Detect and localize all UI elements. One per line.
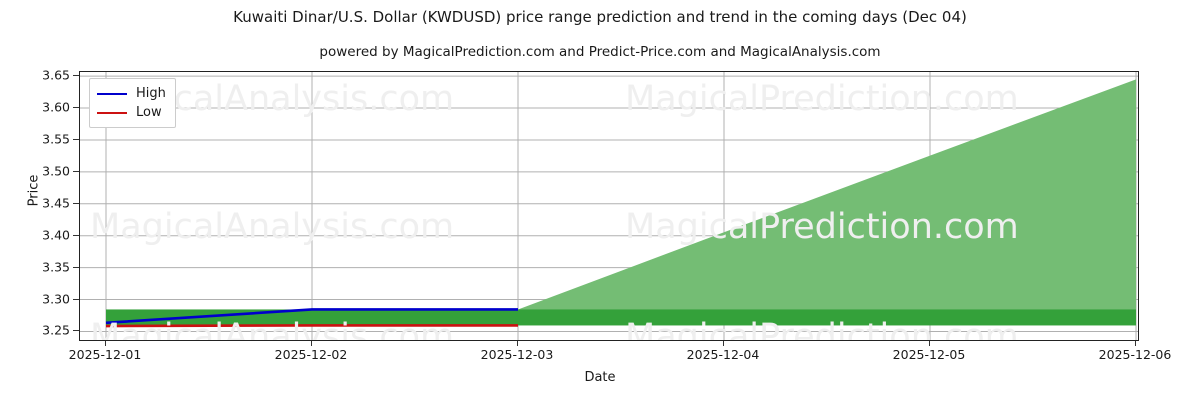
- watermark-text: MagicalAnalysis.com: [90, 317, 455, 341]
- watermark-text: MagicalAnalysis.com: [90, 207, 455, 247]
- x-tick-mark: [105, 341, 106, 346]
- y-tick-label: 3.45: [42, 195, 70, 211]
- data-lines: [105, 308, 518, 328]
- plot-area: MagicalAnalysis.com MagicalPrediction.com…: [79, 71, 1139, 341]
- legend-label-low: Low: [136, 105, 162, 120]
- chart-canvas: [80, 72, 1138, 340]
- legend-swatch-high-icon: [97, 92, 127, 95]
- y-tick-mark: [73, 170, 79, 172]
- y-tick-label: 3.25: [42, 322, 70, 338]
- y-tick-mark: [73, 75, 79, 77]
- y-tick-mark: [73, 298, 79, 300]
- y-tick-label: 3.65: [42, 67, 70, 83]
- x-tick-mark: [311, 341, 312, 346]
- y-tick-label: 3.40: [42, 227, 70, 243]
- y-tick-mark: [73, 234, 79, 236]
- y-tick-label: 3.50: [42, 163, 70, 179]
- y-tick-mark: [73, 138, 79, 140]
- watermark-text: MagicalPrediction.com: [625, 317, 1019, 341]
- y-tick-mark: [73, 202, 79, 204]
- chart-legend[interactable]: High Low: [89, 78, 176, 128]
- y-tick-label: 3.55: [42, 131, 70, 147]
- legend-item-high[interactable]: High: [97, 84, 166, 103]
- legend-label-high: High: [136, 86, 166, 101]
- x-tick-label: 2025-12-06: [1098, 347, 1172, 362]
- y-tick-mark: [73, 107, 79, 109]
- range-bands: [106, 79, 1136, 326]
- x-tick-mark: [723, 341, 724, 346]
- x-tick-label: 2025-12-05: [892, 347, 966, 362]
- x-axis-label: Date: [584, 370, 616, 385]
- chart-title: Kuwaiti Dinar/U.S. Dollar (KWDUSD) price…: [233, 8, 967, 26]
- legend-item-low[interactable]: Low: [97, 103, 166, 122]
- legend-swatch-low-icon: [97, 111, 127, 114]
- x-tick-mark: [929, 341, 930, 346]
- y-tick-label: 3.35: [42, 259, 70, 275]
- watermark-text: MagicalPrediction.com: [625, 207, 1019, 247]
- watermark-text: MagicalPrediction.com: [625, 79, 1019, 119]
- y-tick-label: 3.30: [42, 291, 70, 307]
- y-tick-label: 3.60: [42, 99, 70, 115]
- x-tick-label: 2025-12-04: [686, 347, 760, 362]
- x-tick-mark: [1135, 341, 1136, 346]
- x-tick-label: 2025-12-01: [68, 347, 142, 362]
- y-tick-mark: [73, 330, 79, 332]
- x-tick-label: 2025-12-03: [480, 347, 554, 362]
- chart-subtitle: powered by MagicalPrediction.com and Pre…: [319, 44, 881, 60]
- x-tick-label: 2025-12-02: [274, 347, 348, 362]
- y-tick-mark: [73, 266, 79, 268]
- x-tick-mark: [517, 341, 518, 346]
